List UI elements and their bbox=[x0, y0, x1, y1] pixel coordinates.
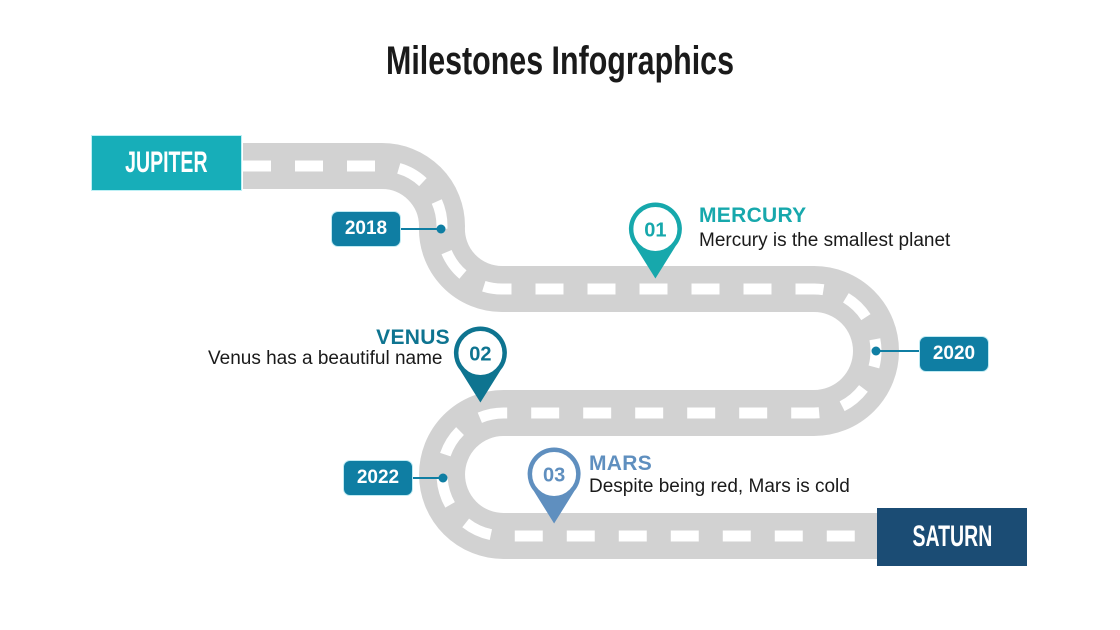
svg-text:02: 02 bbox=[469, 344, 491, 366]
svg-text:01: 01 bbox=[644, 220, 666, 242]
svg-text:03: 03 bbox=[543, 465, 565, 487]
